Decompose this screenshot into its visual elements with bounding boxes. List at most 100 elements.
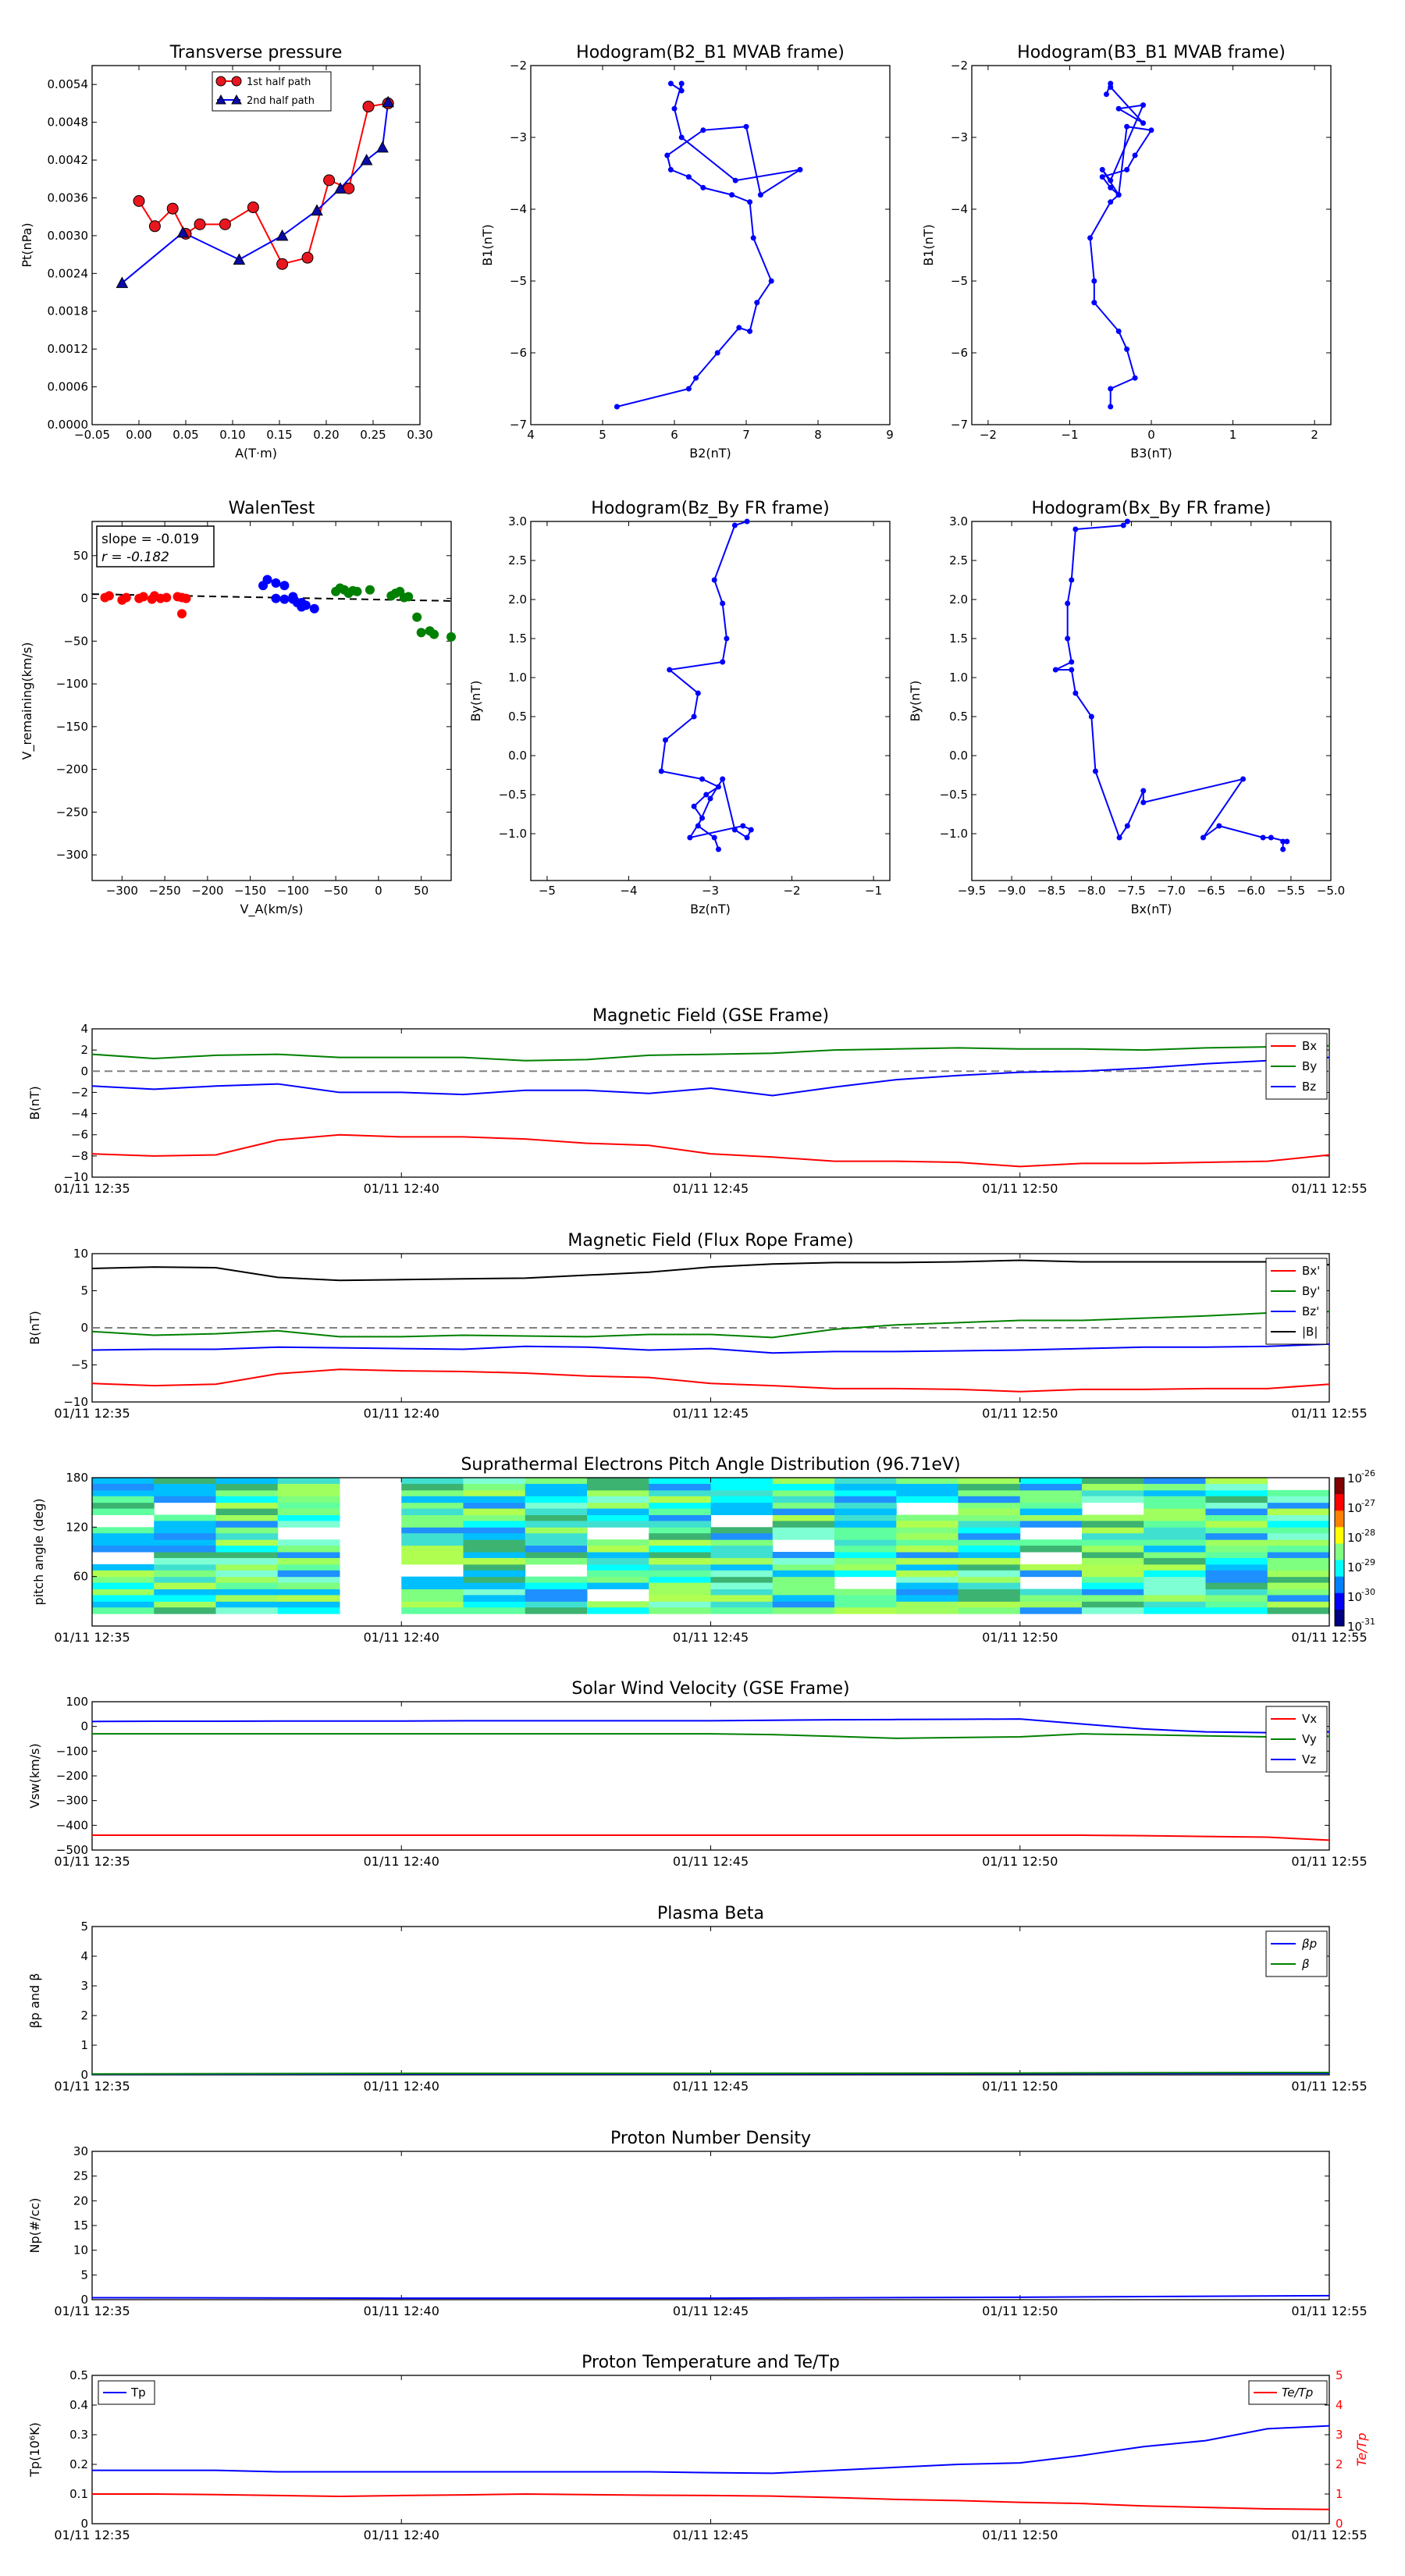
pad-cell xyxy=(587,1607,649,1614)
hxy-point xyxy=(1092,768,1098,774)
tp-first-half-point xyxy=(362,100,375,112)
hxy-point xyxy=(1120,522,1126,528)
h31-xtick-label: 2 xyxy=(1311,428,1318,442)
pad-colorbar-label: 10 xyxy=(1347,1620,1362,1634)
pad-cell xyxy=(896,1489,959,1497)
tp-xtick-label: 0.15 xyxy=(266,428,292,442)
pad-cell xyxy=(525,1502,588,1510)
pad-cell xyxy=(525,1546,588,1553)
tp-legend-blue-marker xyxy=(215,94,226,105)
bfr-series-1 xyxy=(91,1311,1330,1339)
temp-ytick-label: 0.5 xyxy=(69,2368,88,2382)
walen-green-point xyxy=(365,585,375,595)
pad-cell xyxy=(1144,1589,1206,1596)
hxy-xtick-label: −7.5 xyxy=(1117,884,1145,898)
pad-cell xyxy=(401,1539,464,1546)
h21-xlabel: B2(nT) xyxy=(689,446,731,461)
vsw-frame xyxy=(91,1701,1330,1851)
pad-cell xyxy=(649,1601,711,1608)
h31-point xyxy=(1108,177,1114,183)
pad-cell xyxy=(1082,1582,1144,1589)
pad-cell xyxy=(834,1607,897,1614)
pad-cell xyxy=(834,1589,897,1596)
pad-cell xyxy=(772,1478,835,1485)
h21-ytick-label: −2 xyxy=(510,59,527,73)
walen-ylabel: V_remaining(km/s) xyxy=(20,642,35,760)
beta-legend-box xyxy=(1265,1930,1328,1977)
hzy-ytick-label: 1.0 xyxy=(508,671,527,685)
np-xtick-label: 01/11 12:40 xyxy=(364,2304,439,2318)
pad-cell xyxy=(1205,1570,1268,1578)
pad-cell xyxy=(1082,1489,1144,1497)
tp-legend-red-marker xyxy=(231,76,242,87)
pad-cell xyxy=(958,1527,1021,1534)
pad-cell xyxy=(772,1521,835,1528)
beta-xtick-label: 01/11 12:50 xyxy=(982,2079,1058,2094)
np-xtick-label: 01/11 12:50 xyxy=(982,2304,1058,2318)
bfr-series-0 xyxy=(91,1368,1330,1393)
pad-cell xyxy=(1144,1508,1206,1515)
h31-xlabel: B3(nT) xyxy=(1130,446,1172,461)
hxy-point xyxy=(1260,834,1266,841)
pad-cell xyxy=(958,1557,1021,1565)
pad-cell xyxy=(215,1607,279,1614)
vsw-ytick-label: 100 xyxy=(66,1695,88,1709)
h31-point xyxy=(1124,123,1130,130)
pad-cell xyxy=(834,1564,897,1571)
walen-green-point xyxy=(412,612,422,622)
pad-cell xyxy=(1019,1478,1083,1485)
h31-xtick-label: 0 xyxy=(1147,428,1155,442)
pad-cell xyxy=(1019,1508,1083,1515)
tp-title: Transverse pressure xyxy=(169,43,343,62)
pad-cell xyxy=(1082,1539,1144,1546)
h21-panel: Hodogram(B2_B1 MVAB frame) B2(nT) B1(nT) 4 5… xyxy=(480,43,894,461)
hzy-xtick-label: −3 xyxy=(702,884,719,898)
pad-cell xyxy=(896,1483,959,1491)
pad-cell xyxy=(649,1557,711,1565)
hzy-ytick-label: −0.5 xyxy=(499,788,527,802)
beta-legend-label: βp xyxy=(1301,1937,1317,1951)
pad-cell xyxy=(92,1589,155,1596)
tp-second-half-point xyxy=(311,204,323,216)
pad-cell xyxy=(401,1552,464,1559)
pad-cell xyxy=(1082,1589,1144,1596)
pad-cell xyxy=(154,1595,216,1602)
pad-cell xyxy=(463,1478,526,1485)
h31-point xyxy=(1140,120,1147,126)
pad-cell xyxy=(1082,1521,1144,1528)
walen-ytick-label: −300 xyxy=(56,848,88,862)
pad-cell xyxy=(215,1570,279,1578)
tp-first-half-point xyxy=(276,258,289,270)
hxy-point xyxy=(1240,776,1247,782)
pad-cell xyxy=(215,1508,279,1515)
pad-cell xyxy=(463,1508,526,1515)
pad-cell xyxy=(463,1489,526,1497)
hzy-point xyxy=(720,659,726,665)
pad-cell xyxy=(525,1595,588,1602)
pad-cell xyxy=(772,1533,835,1540)
tp-second-half-point xyxy=(334,182,347,194)
tp-first-half-point xyxy=(323,174,336,187)
pad-cell xyxy=(1144,1533,1206,1540)
pad-cell xyxy=(1019,1607,1083,1614)
pad-cell xyxy=(92,1483,155,1491)
pad-cell xyxy=(834,1514,897,1521)
temp-ytick-label: 0.4 xyxy=(69,2398,88,2412)
pad-cell xyxy=(1144,1502,1206,1510)
pad-cell xyxy=(587,1489,649,1497)
pad-cell xyxy=(463,1582,526,1589)
tp-first-half-point xyxy=(133,195,145,208)
walen-slope-text: slope = -0.019 xyxy=(101,532,199,547)
h31-point xyxy=(1132,152,1138,158)
pad-cell xyxy=(834,1552,897,1559)
vsw-xtick-label: 01/11 12:40 xyxy=(364,1854,439,1869)
temp-ylabel-right: Te/Tp xyxy=(1354,2433,1369,2467)
pad-cell xyxy=(401,1483,464,1491)
h21-point xyxy=(678,80,685,87)
pad-cell xyxy=(587,1601,649,1608)
hxy-ytick-label: −0.5 xyxy=(940,788,968,802)
pad-cell xyxy=(92,1582,155,1589)
hxy-point xyxy=(1200,834,1206,841)
pad-colorbar-label: 10 xyxy=(1347,1501,1362,1515)
h21-point xyxy=(693,375,699,381)
